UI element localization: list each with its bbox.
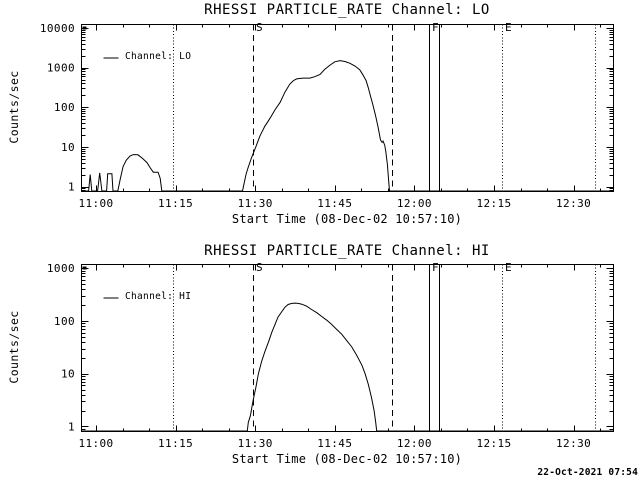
y-axis-label-hi: Counts/sec (7, 310, 21, 384)
event-flag-label: S (256, 261, 263, 274)
tick-labels: 11:00 11:15 11:30 11:45 12:00 12:15 12:30 1 10 10… (40, 21, 591, 210)
tick-labels: 11:00 11:15 11:30 11:45 12:00 12:15 12:30 1 10 10… (47, 261, 591, 450)
x-axis-label-lo: Start Time (08-Dec-02 10:57:10) (231, 212, 463, 226)
y-tick-label: 100 (54, 315, 75, 328)
axis-saturation-marker (82, 26, 87, 30)
x-axis-label-hi: Start Time (08-Dec-02 10:57:10) (231, 452, 463, 466)
event-flag-label: S (256, 21, 263, 34)
event-flag-label: F (432, 261, 439, 274)
x-tick-label: 12:30 (556, 437, 591, 450)
x-tick-label: 11:00 (78, 197, 113, 210)
x-tick-label: 12:15 (476, 437, 511, 450)
series-path-lo (81, 60, 613, 192)
plot-box (81, 264, 614, 432)
x-tick-label: 11:00 (78, 437, 113, 450)
y-tick-label: 10000 (40, 22, 75, 35)
axis-saturation-marker (82, 266, 87, 270)
panel-frame-lo (81, 24, 614, 192)
x-tick-label: 11:30 (238, 437, 273, 450)
plot-box (81, 24, 614, 192)
x-tick-label: 11:45 (317, 437, 352, 450)
event-flag-label: E (505, 21, 512, 34)
x-tick-label: 11:15 (158, 437, 193, 450)
x-tick-label: 12:30 (556, 197, 591, 210)
chart-title-lo: RHESSI PARTICLE_RATE Channel: LO (204, 2, 490, 18)
legend-label-hi: Channel: HI (125, 291, 192, 302)
y-tick-label: 10 (61, 141, 75, 154)
y-tick-label: 1000 (47, 62, 75, 75)
x-tick-label: 11:45 (317, 197, 352, 210)
panel-frame-hi (81, 264, 614, 432)
y-tick-label: 1000 (47, 262, 75, 275)
x-tick-label: 11:15 (158, 197, 193, 210)
render-timestamp: 22-Oct-2021 07:54 (537, 467, 638, 478)
y-tick-label: 1 (68, 181, 75, 194)
x-tick-label: 12:00 (397, 197, 432, 210)
x-tick-label: 12:00 (397, 437, 432, 450)
y-tick-label: 1 (68, 421, 75, 434)
event-flag-label: F (432, 21, 439, 34)
series-path-hi (81, 302, 613, 432)
legend-label-lo: Channel: LO (125, 51, 192, 62)
x-tick-label: 12:15 (476, 197, 511, 210)
y-tick-label: 100 (54, 101, 75, 114)
chart-title-hi: RHESSI PARTICLE_RATE Channel: HI (204, 243, 490, 259)
x-tick-label: 11:30 (238, 197, 273, 210)
y-tick-label: 10 (61, 368, 75, 381)
event-flag-label: E (505, 261, 512, 274)
y-axis-label-lo: Counts/sec (7, 70, 21, 144)
